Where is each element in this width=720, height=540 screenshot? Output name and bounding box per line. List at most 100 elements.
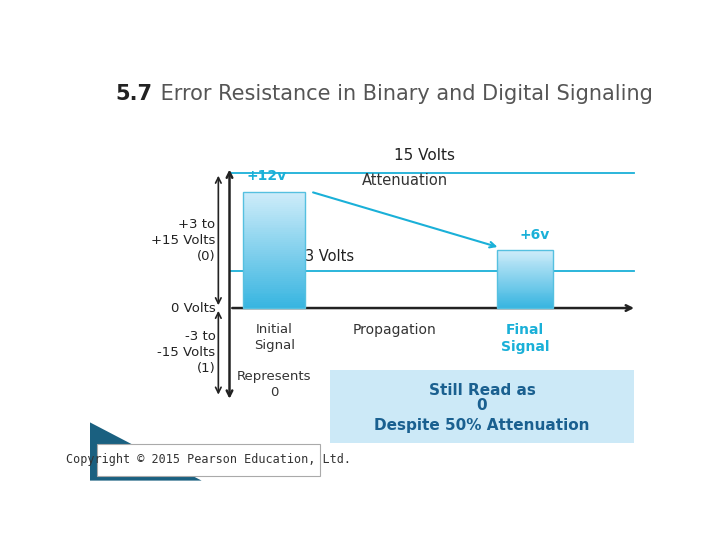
Bar xyxy=(498,267,553,268)
Bar xyxy=(498,278,553,279)
Bar xyxy=(498,276,553,277)
Bar xyxy=(243,192,305,193)
Bar xyxy=(498,283,553,284)
Bar xyxy=(243,261,305,264)
Bar xyxy=(498,260,553,261)
Bar xyxy=(498,281,553,282)
Bar xyxy=(498,261,553,262)
Text: 15 Volts: 15 Volts xyxy=(395,147,455,163)
Bar xyxy=(243,264,305,265)
Bar xyxy=(498,264,553,265)
Bar xyxy=(498,287,553,288)
Bar xyxy=(243,192,305,308)
Text: Copyright © 2015 Pearson Education, Ltd.: Copyright © 2015 Pearson Education, Ltd. xyxy=(66,453,351,467)
Bar xyxy=(498,274,553,275)
Bar xyxy=(498,266,553,267)
Bar xyxy=(498,272,553,273)
Bar xyxy=(243,221,305,222)
Bar xyxy=(243,198,305,199)
Bar xyxy=(498,265,553,266)
Bar xyxy=(498,298,553,299)
Bar xyxy=(243,215,305,217)
Bar xyxy=(243,302,305,304)
Bar xyxy=(243,273,305,275)
Bar xyxy=(498,289,553,291)
Bar xyxy=(243,269,305,271)
Text: 0 Volts: 0 Volts xyxy=(171,301,215,314)
Bar xyxy=(243,231,305,232)
Bar xyxy=(243,227,305,228)
Bar xyxy=(243,275,305,277)
Bar xyxy=(243,219,305,221)
Bar xyxy=(243,289,305,291)
Bar xyxy=(243,209,305,211)
Bar xyxy=(498,269,553,270)
Text: Propagation: Propagation xyxy=(352,322,436,336)
Text: +3 to
+15 Volts
(0): +3 to +15 Volts (0) xyxy=(151,218,215,263)
Bar xyxy=(498,293,553,294)
Bar xyxy=(243,298,305,300)
Bar xyxy=(243,246,305,248)
Bar xyxy=(498,303,553,304)
Bar xyxy=(243,217,305,219)
Bar xyxy=(498,254,553,255)
Bar xyxy=(243,205,305,207)
Bar xyxy=(243,240,305,242)
Bar xyxy=(498,256,553,258)
Bar xyxy=(96,444,320,476)
Text: 0: 0 xyxy=(477,399,487,414)
Bar xyxy=(243,304,305,306)
Bar xyxy=(243,203,305,205)
Bar xyxy=(498,253,553,254)
Text: Still Read as: Still Read as xyxy=(428,383,536,399)
Bar xyxy=(498,275,553,276)
Bar xyxy=(243,234,305,236)
Bar xyxy=(498,282,553,283)
Bar xyxy=(498,255,553,256)
Bar xyxy=(498,286,553,287)
Bar xyxy=(243,225,305,227)
Bar xyxy=(243,236,305,238)
Bar xyxy=(498,307,553,308)
Bar xyxy=(498,296,553,298)
Bar xyxy=(498,262,553,264)
Bar xyxy=(498,304,553,305)
Text: Despite 50% Attenuation: Despite 50% Attenuation xyxy=(374,418,590,433)
Bar xyxy=(498,271,553,272)
Bar xyxy=(243,260,305,261)
Text: +12v: +12v xyxy=(246,170,287,183)
Bar xyxy=(498,258,553,259)
Bar xyxy=(243,248,305,250)
Bar xyxy=(243,285,305,287)
Bar xyxy=(498,277,553,278)
Bar xyxy=(243,277,305,279)
Bar xyxy=(243,293,305,294)
Bar xyxy=(243,283,305,285)
Polygon shape xyxy=(90,422,202,481)
Bar xyxy=(498,252,553,253)
Bar xyxy=(243,255,305,258)
Bar xyxy=(498,270,553,271)
Text: +6v: +6v xyxy=(520,227,550,241)
Bar xyxy=(243,228,305,231)
Bar xyxy=(498,288,553,289)
Bar xyxy=(243,238,305,240)
Bar xyxy=(498,291,553,292)
Bar xyxy=(243,244,305,246)
Bar xyxy=(243,211,305,213)
Bar xyxy=(243,287,305,289)
Bar xyxy=(498,284,553,285)
Bar xyxy=(498,259,553,260)
Bar xyxy=(498,301,553,302)
Bar xyxy=(243,242,305,244)
Text: Initial
Signal: Initial Signal xyxy=(253,322,294,352)
Bar xyxy=(498,273,553,274)
Bar xyxy=(498,293,553,294)
Bar xyxy=(498,302,553,303)
Text: Error Resistance in Binary and Digital Signaling: Error Resistance in Binary and Digital S… xyxy=(154,84,653,104)
Bar xyxy=(498,306,553,307)
Bar xyxy=(243,258,305,260)
Bar xyxy=(243,252,305,254)
Bar xyxy=(243,199,305,201)
Text: Represents
0: Represents 0 xyxy=(237,370,311,400)
